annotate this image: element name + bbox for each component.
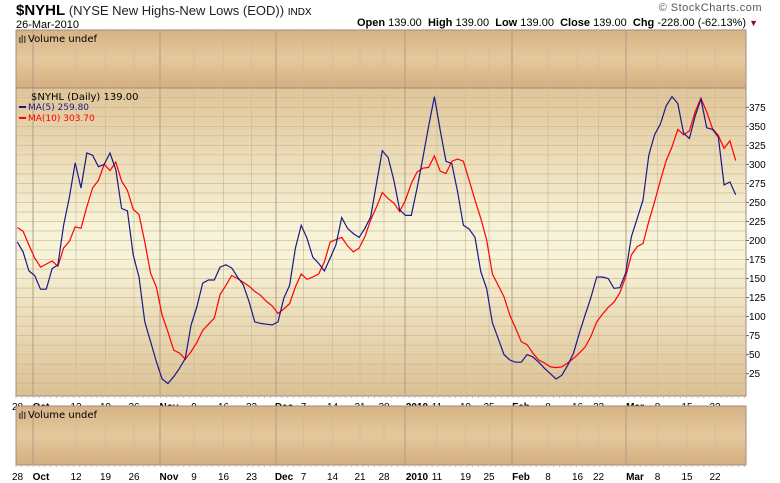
ma10-line (16, 96, 737, 369)
x-tick-label: Feb (512, 472, 530, 483)
x-tick-label: 28 (378, 472, 390, 483)
x-tick-label: Mar (626, 472, 644, 483)
symbol: $NYHL (16, 2, 66, 19)
ma10-legend-label: MA(10) 303.70 (28, 114, 95, 124)
high-value: 139.00 (455, 17, 490, 29)
x-tick-label: 16 (572, 472, 584, 483)
y-tick-label: 375 (749, 103, 766, 114)
price-panel: $NYHL (Daily) 139.00 MA(5) 259.80 MA(10)… (15, 87, 766, 397)
x-tick-label: 7 (301, 472, 307, 483)
open-label: Open (356, 17, 386, 29)
y-tick-label: 250 (749, 198, 766, 209)
x-tick-label: 2010 (406, 472, 429, 483)
x-tick-label: 23 (246, 472, 258, 483)
ma5-line (16, 95, 737, 385)
x-tick-label: 15 (681, 472, 693, 483)
x-tick-label: 12 (70, 472, 82, 483)
x-tick-label: 14 (327, 472, 339, 483)
x-tick-label: 8 (655, 472, 661, 483)
down-triangle-icon: ▼ (749, 18, 758, 28)
bottom-panel-label: Volume undef (28, 410, 98, 421)
exchange: INDX (287, 7, 312, 18)
y-tick-label: 100 (749, 312, 766, 323)
x-tick-label: 19 (100, 472, 112, 483)
x-tick-label: 9 (191, 472, 197, 483)
chart-title: $NYHL (NYSE New Highs-New Lows (EOD)) IN… (16, 2, 312, 19)
close-value: 139.00 (593, 17, 627, 29)
y-tick-label: 50 (749, 350, 761, 361)
y-tick-label: 225 (749, 217, 766, 228)
close-label: Close (560, 17, 591, 29)
chart-title-label: $NYHL (Daily) 139.00 (31, 92, 139, 103)
x-tick-label: 25 (483, 472, 495, 483)
y-tick-label: 150 (749, 274, 766, 285)
ma5-legend-swatch (19, 106, 26, 108)
x-tick-label: 21 (354, 472, 366, 483)
x-tick-label: Dec (275, 472, 294, 483)
low-value: 139.00 (520, 17, 554, 29)
x-tick-label: 16 (218, 472, 230, 483)
y-tick-label: 325 (749, 141, 766, 152)
high-label: High (427, 17, 453, 29)
y-tick-label: 300 (749, 160, 766, 171)
x-tick-label: 28 (12, 472, 24, 483)
ohlc-readout: Open 139.00 High 139.00 Low 139.00 Close… (357, 17, 758, 29)
x-tick-label: 8 (545, 472, 551, 483)
copyright: © StockCharts.com (658, 2, 762, 14)
bottom-volume-panel: Volume undef (15, 405, 747, 466)
x-tick-label: 11 (432, 472, 443, 483)
y-tick-label: 175 (749, 255, 766, 266)
chg-label: Chg (632, 17, 655, 29)
x-tick-label: 22 (593, 472, 605, 483)
x-tick-label: Oct (33, 472, 50, 483)
open-value: 139.00 (388, 17, 422, 29)
ma10-legend-swatch (19, 117, 26, 119)
volume-bars-icon (19, 35, 26, 43)
x-tick-label: 26 (128, 472, 140, 483)
chg-value: -228.00 (-62.13%) (657, 17, 747, 29)
y-tick-label: 125 (749, 293, 766, 304)
x-tick-label: 22 (709, 472, 721, 483)
top-volume-panel: Volume undef (15, 29, 747, 89)
y-tick-label: 25 (749, 369, 761, 380)
x-tick-label: 19 (460, 472, 472, 483)
y-tick-label: 75 (749, 331, 761, 342)
symbol-name: (NYSE New Highs-New Lows (EOD)) (68, 3, 285, 18)
x-tick-label: Nov (160, 472, 179, 483)
ma5-legend-label: MA(5) 259.80 (28, 103, 89, 113)
top-panel-label: Volume undef (28, 34, 98, 45)
volume-bars-icon (19, 411, 26, 419)
y-tick-label: 350 (749, 122, 766, 133)
chart-date: 26-Mar-2010 (16, 19, 79, 31)
y-tick-label: 200 (749, 236, 766, 247)
low-label: Low (495, 17, 518, 29)
y-tick-label: 275 (749, 179, 766, 190)
